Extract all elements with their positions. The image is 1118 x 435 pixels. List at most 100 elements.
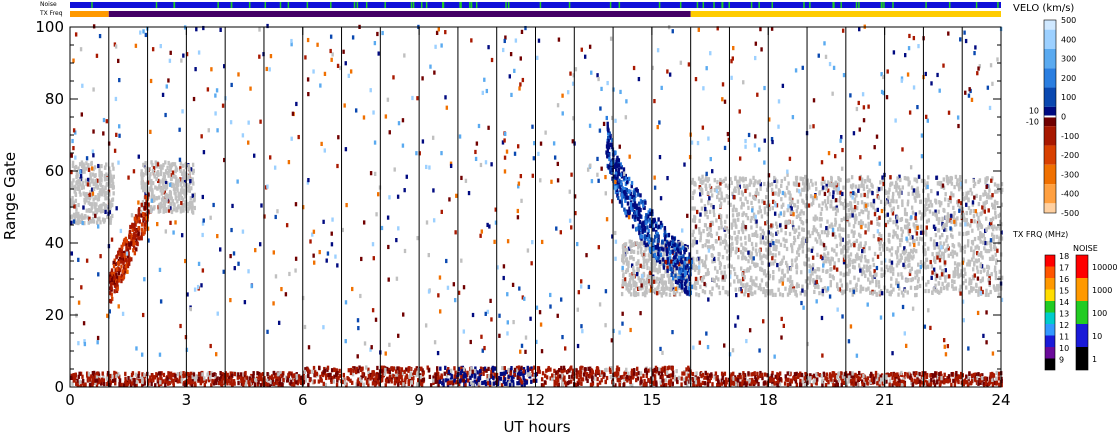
ground-scatter-cell: [172, 186, 176, 192]
ground-scatter-cell: [917, 262, 920, 267]
ground-scatter-cell: [998, 269, 1001, 274]
echo-cell: [773, 178, 776, 184]
ground-scatter-cell: [166, 171, 169, 176]
ground-scatter-cell: [191, 177, 194, 182]
near-range-cell: [858, 370, 861, 376]
near-range-cell: [233, 381, 236, 386]
ground-scatter-cell: [915, 249, 918, 254]
ground-scatter-cell: [643, 242, 646, 248]
ground-scatter-cell: [637, 292, 640, 297]
ground-scatter-cell: [778, 292, 782, 297]
near-range-cell: [277, 382, 280, 387]
ground-scatter-cell: [811, 182, 814, 187]
ground-scatter-cell: [891, 191, 895, 197]
near-range-cell: [752, 380, 755, 385]
ground-scatter-cell: [85, 198, 88, 203]
near-range-cell: [482, 367, 485, 372]
ground-scatter-cell: [909, 235, 912, 241]
ground-scatter-cell: [960, 269, 963, 274]
near-range-cell: [771, 377, 774, 382]
noise-bar-tick: [442, 2, 445, 8]
echo-cell: [879, 237, 883, 242]
ground-scatter-cell: [777, 239, 780, 244]
near-range-cell: [956, 375, 959, 381]
ground-scatter-cell: [744, 285, 747, 290]
ground-scatter-cell: [839, 201, 843, 206]
ground-scatter-cell: [645, 280, 648, 286]
ground-scatter-cell: [820, 206, 824, 212]
near-range-cell: [218, 380, 221, 386]
ground-scatter-cell: [734, 175, 737, 180]
echo-cell: [911, 235, 914, 240]
ground-scatter-cell: [773, 243, 776, 249]
ground-scatter-cell: [946, 212, 950, 217]
near-range-cell: [187, 372, 190, 377]
ground-scatter-cell: [847, 178, 851, 183]
echo-cell: [943, 260, 947, 265]
near-range-cell: [599, 372, 602, 378]
noise-bar-tick: [997, 2, 999, 8]
ground-scatter-cell: [72, 178, 75, 183]
ground-scatter-cell: [978, 286, 981, 291]
near-range-cell: [453, 366, 456, 371]
near-range-cell: [799, 383, 803, 388]
ground-scatter-cell: [142, 181, 145, 186]
near-range-cell: [415, 366, 419, 371]
near-range-cell: [865, 379, 868, 384]
ground-scatter-cell: [807, 276, 810, 281]
near-range-cell: [232, 379, 236, 384]
ground-scatter-cell: [771, 233, 774, 238]
near-range-cell: [172, 383, 175, 388]
near-range-cell: [636, 376, 640, 381]
ground-scatter-cell: [994, 215, 997, 220]
near-range-cell: [167, 371, 170, 376]
ground-scatter-cell: [87, 200, 90, 205]
ground-scatter-cell: [945, 174, 949, 180]
ground-scatter-cell: [927, 203, 931, 208]
ground-scatter-cell: [743, 292, 746, 297]
near-range-cell: [304, 378, 307, 383]
near-range-cell: [977, 381, 980, 386]
ground-scatter-cell: [97, 208, 101, 213]
echo-cell: [895, 219, 899, 224]
ground-scatter-cell: [867, 225, 870, 230]
noise-bar-tick: [507, 2, 510, 8]
ground-scatter-cell: [880, 186, 883, 191]
ground-scatter-cell: [91, 216, 95, 221]
ground-scatter-cell: [984, 292, 988, 297]
ground-scatter-cell: [786, 292, 790, 297]
ground-scatter-cell: [145, 183, 148, 188]
near-range-cell: [903, 375, 906, 380]
near-range-cell: [182, 380, 185, 386]
near-range-cell: [413, 370, 416, 376]
ground-scatter-cell: [975, 283, 978, 288]
ground-scatter-cell: [993, 182, 997, 187]
echo-cell: [671, 286, 675, 291]
ground-scatter-cell: [971, 286, 974, 292]
ground-scatter-cell: [942, 185, 946, 190]
ground-scatter-cell: [92, 211, 95, 216]
near-range-cell: [812, 373, 816, 378]
ground-scatter-cell: [77, 186, 81, 191]
ground-scatter-cell: [807, 230, 811, 235]
ground-scatter-cell: [632, 283, 636, 288]
ground-scatter-cell: [972, 267, 975, 272]
ground-scatter-cell: [898, 238, 902, 243]
ground-scatter-cell: [779, 242, 783, 247]
ground-scatter-cell: [994, 210, 997, 216]
near-range-cell: [228, 375, 231, 380]
ground-scatter-cell: [786, 266, 790, 271]
ground-scatter-cell: [164, 193, 167, 198]
ground-scatter-cell: [811, 195, 815, 200]
ground-scatter-cell: [940, 251, 944, 256]
ground-scatter-cell: [693, 214, 696, 220]
echo-cell: [737, 247, 740, 252]
ground-scatter-cell: [739, 278, 742, 283]
near-range-cell: [443, 371, 446, 376]
near-range-cell: [381, 374, 384, 379]
ground-scatter-cell: [956, 267, 960, 272]
ground-scatter-cell: [997, 223, 1000, 229]
ground-scatter-cell: [94, 204, 97, 209]
near-range-cell: [815, 380, 818, 385]
ground-scatter-cell: [149, 208, 153, 214]
